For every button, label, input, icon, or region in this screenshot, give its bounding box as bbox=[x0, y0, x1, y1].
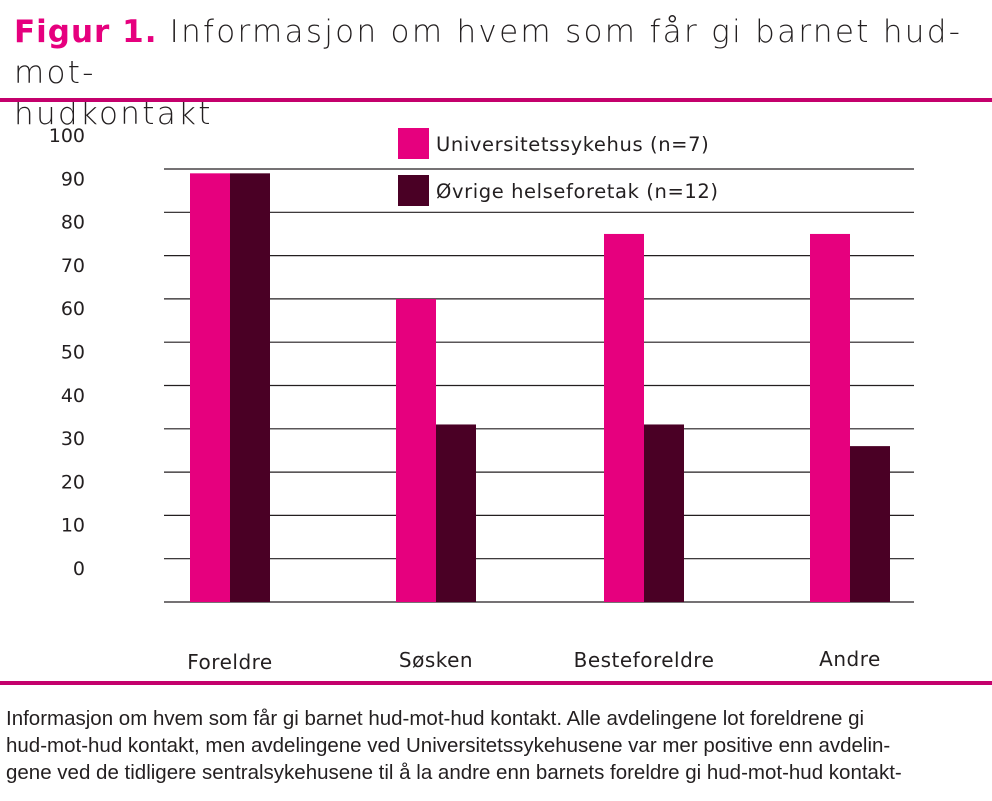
y-axis-ticks: 0 10 20 30 40 50 60 70 80 90 100 bbox=[49, 125, 85, 580]
legend-label-2: Øvrige helseforetak (n=12) bbox=[436, 180, 719, 203]
bars bbox=[190, 173, 890, 602]
header-rule bbox=[0, 98, 992, 102]
legend-label-1: Universitetssykehus (n=7) bbox=[436, 133, 709, 156]
y-tick-label-70: 70 bbox=[61, 255, 85, 277]
legend: Universitetssykehus (n=7) Øvrige helsefor… bbox=[398, 128, 719, 206]
bar-søsken-series-1 bbox=[396, 298, 436, 602]
x-category-label-1: Foreldre bbox=[187, 650, 272, 674]
figure-header: Figur 1. Informasjon om hvem som får gi … bbox=[14, 12, 979, 135]
x-axis-categories: Foreldre Søsken Besteforeldre Andre bbox=[187, 647, 881, 674]
y-tick-label-90: 90 bbox=[61, 168, 85, 190]
y-tick-label-10: 10 bbox=[61, 515, 85, 537]
caption-line-1: Informasjon om hvem som får gi barnet hu… bbox=[6, 707, 865, 730]
bar-chart: 0 10 20 30 40 50 60 70 80 90 100 Foreldre Søsken Bes… bbox=[49, 125, 914, 674]
caption-line-2: hud-mot-hud kontakt, men avdelingene ved… bbox=[6, 734, 891, 757]
x-category-label-4: Andre bbox=[819, 647, 881, 671]
figure-label: Figur 1. bbox=[14, 14, 158, 50]
figure-caption: Informasjon om hvem som får gi barnet hu… bbox=[6, 705, 988, 786]
caption-line-3: gene ved de tidligere sentralsykehusene … bbox=[6, 761, 902, 784]
legend-swatch-2 bbox=[398, 175, 429, 206]
bar-besteforeldre-series-1 bbox=[604, 233, 644, 602]
figure-title: Informasjon om hvem som får gi barnet hu… bbox=[14, 14, 963, 91]
bar-besteforeldre-series-2 bbox=[644, 424, 684, 602]
bar-andre-series-1 bbox=[810, 233, 850, 602]
footer-rule bbox=[0, 681, 992, 685]
bar-andre-series-2 bbox=[850, 446, 890, 602]
bar-foreldre-series-1 bbox=[190, 173, 230, 602]
legend-swatch-1 bbox=[398, 128, 429, 159]
figure-title-line1: Figur 1. Informasjon om hvem som får gi … bbox=[14, 12, 979, 94]
x-category-label-2: Søsken bbox=[399, 648, 473, 672]
y-tick-label-60: 60 bbox=[61, 298, 85, 320]
bar-søsken-series-2 bbox=[436, 424, 476, 602]
y-tick-label-20: 20 bbox=[61, 471, 85, 493]
x-category-label-3: Besteforeldre bbox=[574, 648, 715, 672]
grid-lines bbox=[164, 168, 914, 603]
figure-title-line2: hudkontakt bbox=[14, 96, 213, 132]
y-tick-label-50: 50 bbox=[61, 342, 85, 364]
y-tick-label-0: 0 bbox=[73, 558, 85, 580]
y-tick-label-100: 100 bbox=[49, 125, 85, 147]
bar-foreldre-series-2 bbox=[230, 173, 270, 602]
y-tick-label-30: 30 bbox=[61, 428, 85, 450]
y-tick-label-40: 40 bbox=[61, 385, 85, 407]
y-tick-label-80: 80 bbox=[61, 212, 85, 234]
